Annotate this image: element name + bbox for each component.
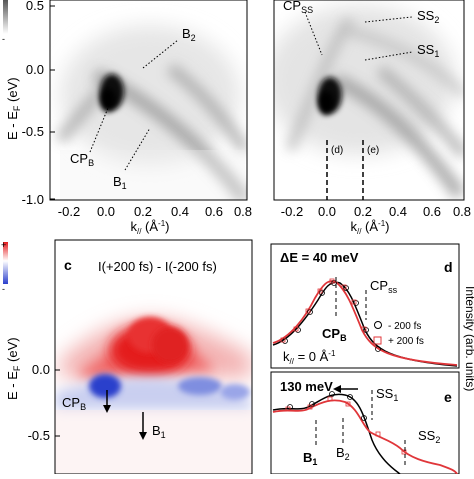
panel-a: - 0.5 0.0 -0.5 -1.0 E - EF (eV)	[2, 0, 252, 236]
ytick-c-2: -0.5	[28, 428, 50, 443]
panel-c-title: I(+200 fs) - I(-200 fs)	[98, 259, 217, 274]
xtick-b-1: -0.2	[281, 204, 303, 219]
xtick-b-3: 0.2	[354, 204, 372, 219]
curve-d-minus	[272, 281, 458, 367]
xtick-a-5: 0.6	[205, 204, 223, 219]
colorbar-c	[3, 242, 8, 284]
colorbar-a	[3, 0, 8, 34]
ylabel-c: E - EF (eV)	[5, 337, 22, 400]
label-ss2: SS2	[417, 8, 439, 25]
arpes-image-a	[50, 0, 247, 200]
delta-e: ΔE = 40 meV	[280, 250, 359, 265]
frame-a	[49, 0, 248, 201]
xtick-b-4: 0.4	[389, 204, 407, 219]
xtick-b-2: 0.0	[318, 204, 336, 219]
label-cpb-a: CPB	[70, 151, 94, 168]
xaxis-a: -0.2 0.0 0.2 0.4 0.6 0.8	[58, 204, 252, 219]
ytick-a-4: -1.0	[22, 192, 44, 207]
label-cut-d: (d)	[331, 145, 343, 156]
panel-c-label: c	[64, 257, 72, 273]
panel-c: + - c I(+200 fs) - I(-200 fs) 0.0 -0.5 E…	[1, 239, 253, 475]
label-b1-a: B1	[113, 174, 127, 191]
ytick-a-2: 0.0	[26, 62, 44, 77]
label-cpb-c: CPB	[62, 395, 86, 412]
label-b1-e: B1	[303, 450, 317, 467]
yaxis-a: 0.5 0.0 -0.5 -1.0	[22, 0, 55, 207]
xtick-a-2: 0.0	[97, 204, 115, 219]
label-ss1-e: SS1	[376, 386, 398, 403]
xaxis-b: -0.2 0.0 0.2 0.4 0.6 0.8	[281, 204, 471, 219]
curve-e-minus	[272, 393, 401, 475]
xtick-a-1: -0.2	[58, 204, 80, 219]
label-ss2-e: SS2	[418, 428, 440, 445]
ytick-a-3: -0.5	[22, 124, 44, 139]
k-label-d: k// = 0 Å-1	[283, 349, 336, 366]
ylabel-a: E - EF (eV)	[5, 77, 22, 140]
label-cpss: CPSS	[283, 0, 313, 15]
shift-e: 130 meV	[280, 379, 333, 394]
xtick-a-4: 0.4	[171, 204, 189, 219]
panel-d: ΔE = 40 meV d CPss CPB - 200 fs + 200 fs…	[270, 243, 460, 369]
markers-e	[285, 391, 407, 455]
label-cpss-d: CPss	[370, 278, 398, 295]
ytick-c-1: 0.0	[32, 362, 50, 377]
arpes-image-b	[274, 0, 464, 200]
label-cut-e: (e)	[367, 145, 379, 156]
curve-e-plus	[272, 399, 458, 475]
frame-b	[273, 0, 465, 201]
legend-plus: + 200 fs	[388, 336, 424, 347]
xtick-b-5: 0.6	[423, 204, 441, 219]
xtick-a-6: 0.8	[234, 204, 252, 219]
difference-image	[55, 240, 252, 474]
label-b2-a: B2	[182, 26, 196, 43]
panel-b: -0.2 0.0 0.2 0.4 0.6 0.8 k// (Å-1) CPSS …	[273, 0, 471, 236]
xtick-b-6: 0.8	[453, 204, 471, 219]
markers-d	[280, 278, 381, 352]
xtick-a-3: 0.2	[134, 204, 152, 219]
yaxis-c: 0.0 -0.5	[28, 362, 60, 443]
panel-d-label: d	[444, 259, 453, 275]
frame-d	[270, 243, 460, 369]
panel-e-label: e	[444, 389, 452, 405]
label-cpb-d: CPB	[322, 326, 347, 343]
label-b1-c: B1	[152, 423, 166, 440]
colorbar-a-minus: -	[2, 34, 5, 44]
label-b2-e: B2	[336, 445, 350, 462]
xlabel-b: k// (Å-1)	[350, 219, 389, 236]
colorbar-c-plus: +	[1, 240, 6, 250]
ytick-a-1: 0.5	[26, 0, 44, 13]
xlabel-a: k// (Å-1)	[130, 219, 169, 236]
panel-e: 130 meV e SS1 B1 B2 SS2	[270, 371, 460, 475]
label-ss1: SS1	[417, 42, 439, 59]
colorbar-c-minus: -	[2, 284, 5, 294]
intensity-axis-label: Intensity (arb. units)	[463, 286, 474, 391]
legend-minus: - 200 fs	[388, 321, 421, 332]
